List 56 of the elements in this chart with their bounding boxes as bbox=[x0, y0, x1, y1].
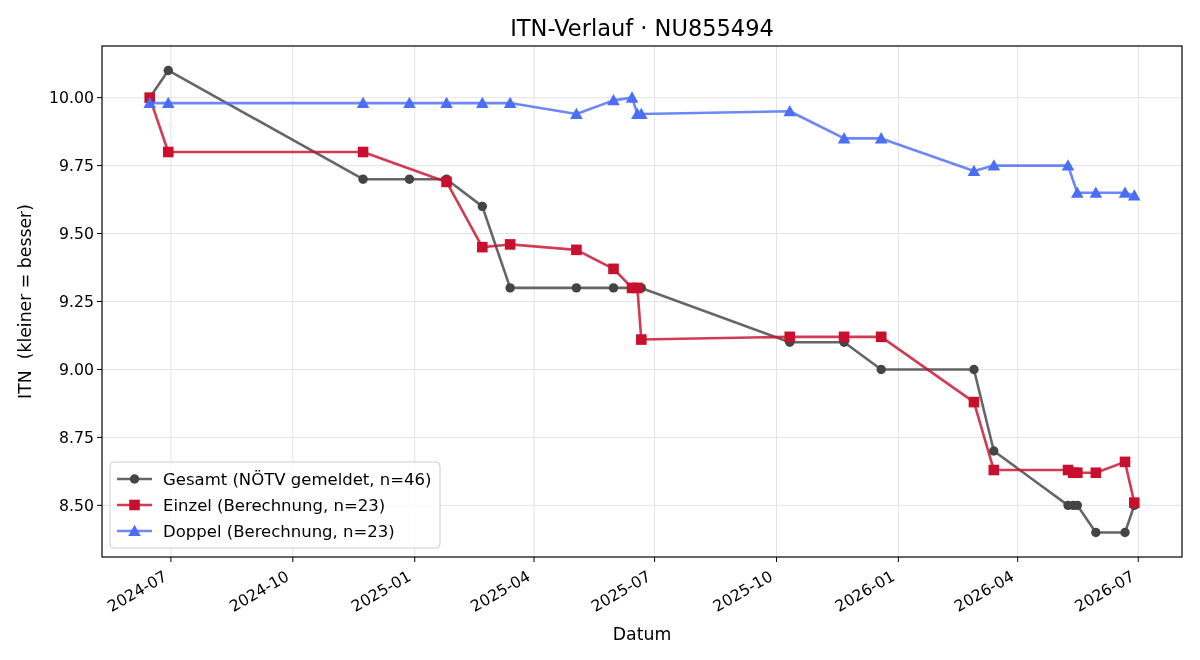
point bbox=[967, 164, 981, 177]
legend-label: Gesamt (NÖTV gemeldet, n=46) bbox=[163, 469, 432, 489]
point bbox=[504, 239, 516, 250]
y-tick-label: 8.75 bbox=[59, 427, 94, 447]
point bbox=[163, 65, 173, 76]
point bbox=[358, 174, 368, 184]
point bbox=[876, 364, 886, 375]
point bbox=[625, 91, 639, 103]
point bbox=[1071, 186, 1084, 198]
point bbox=[608, 283, 619, 293]
legend-label: Einzel (Berechnung, n=23) bbox=[163, 495, 386, 515]
point bbox=[162, 146, 174, 158]
point bbox=[356, 96, 370, 109]
point bbox=[1072, 467, 1083, 479]
point bbox=[969, 364, 979, 375]
point bbox=[476, 96, 489, 109]
point bbox=[505, 283, 515, 293]
point bbox=[1091, 527, 1101, 538]
point bbox=[607, 94, 620, 106]
point bbox=[784, 331, 796, 343]
y-tick-label: 9.75 bbox=[59, 156, 94, 176]
point bbox=[636, 334, 647, 345]
chart-title: ITN-Verlauf · NU855494 bbox=[510, 15, 774, 41]
point bbox=[837, 132, 851, 144]
point bbox=[477, 241, 488, 253]
point bbox=[1120, 527, 1130, 538]
point bbox=[161, 96, 175, 109]
point bbox=[783, 104, 797, 117]
point bbox=[1089, 186, 1103, 198]
point bbox=[477, 201, 488, 212]
point bbox=[989, 446, 999, 456]
point bbox=[987, 159, 1001, 171]
legend-label: Doppel (Berechnung, n=23) bbox=[163, 521, 395, 541]
y-tick-label: 9.50 bbox=[59, 224, 94, 244]
point bbox=[503, 96, 517, 109]
point bbox=[143, 96, 157, 109]
y-axis-title: ITN (kleiner = besser) bbox=[15, 204, 35, 399]
point bbox=[632, 282, 643, 294]
point bbox=[1118, 186, 1132, 198]
point bbox=[570, 107, 583, 119]
point bbox=[441, 176, 452, 188]
point bbox=[608, 263, 619, 275]
y-tick-label: 9.25 bbox=[59, 292, 94, 311]
point bbox=[1127, 189, 1141, 201]
y-tick-label: 9.00 bbox=[59, 359, 94, 379]
point bbox=[1090, 467, 1102, 479]
point bbox=[571, 244, 582, 256]
y-tick-label: 10.00 bbox=[49, 88, 94, 108]
point bbox=[403, 96, 416, 109]
point bbox=[874, 132, 888, 144]
point bbox=[1061, 159, 1075, 171]
point bbox=[571, 283, 582, 293]
point bbox=[404, 174, 415, 184]
point bbox=[440, 96, 453, 109]
x-axis-title: Datum bbox=[612, 624, 672, 644]
y-tick-label: 8.50 bbox=[59, 495, 94, 515]
